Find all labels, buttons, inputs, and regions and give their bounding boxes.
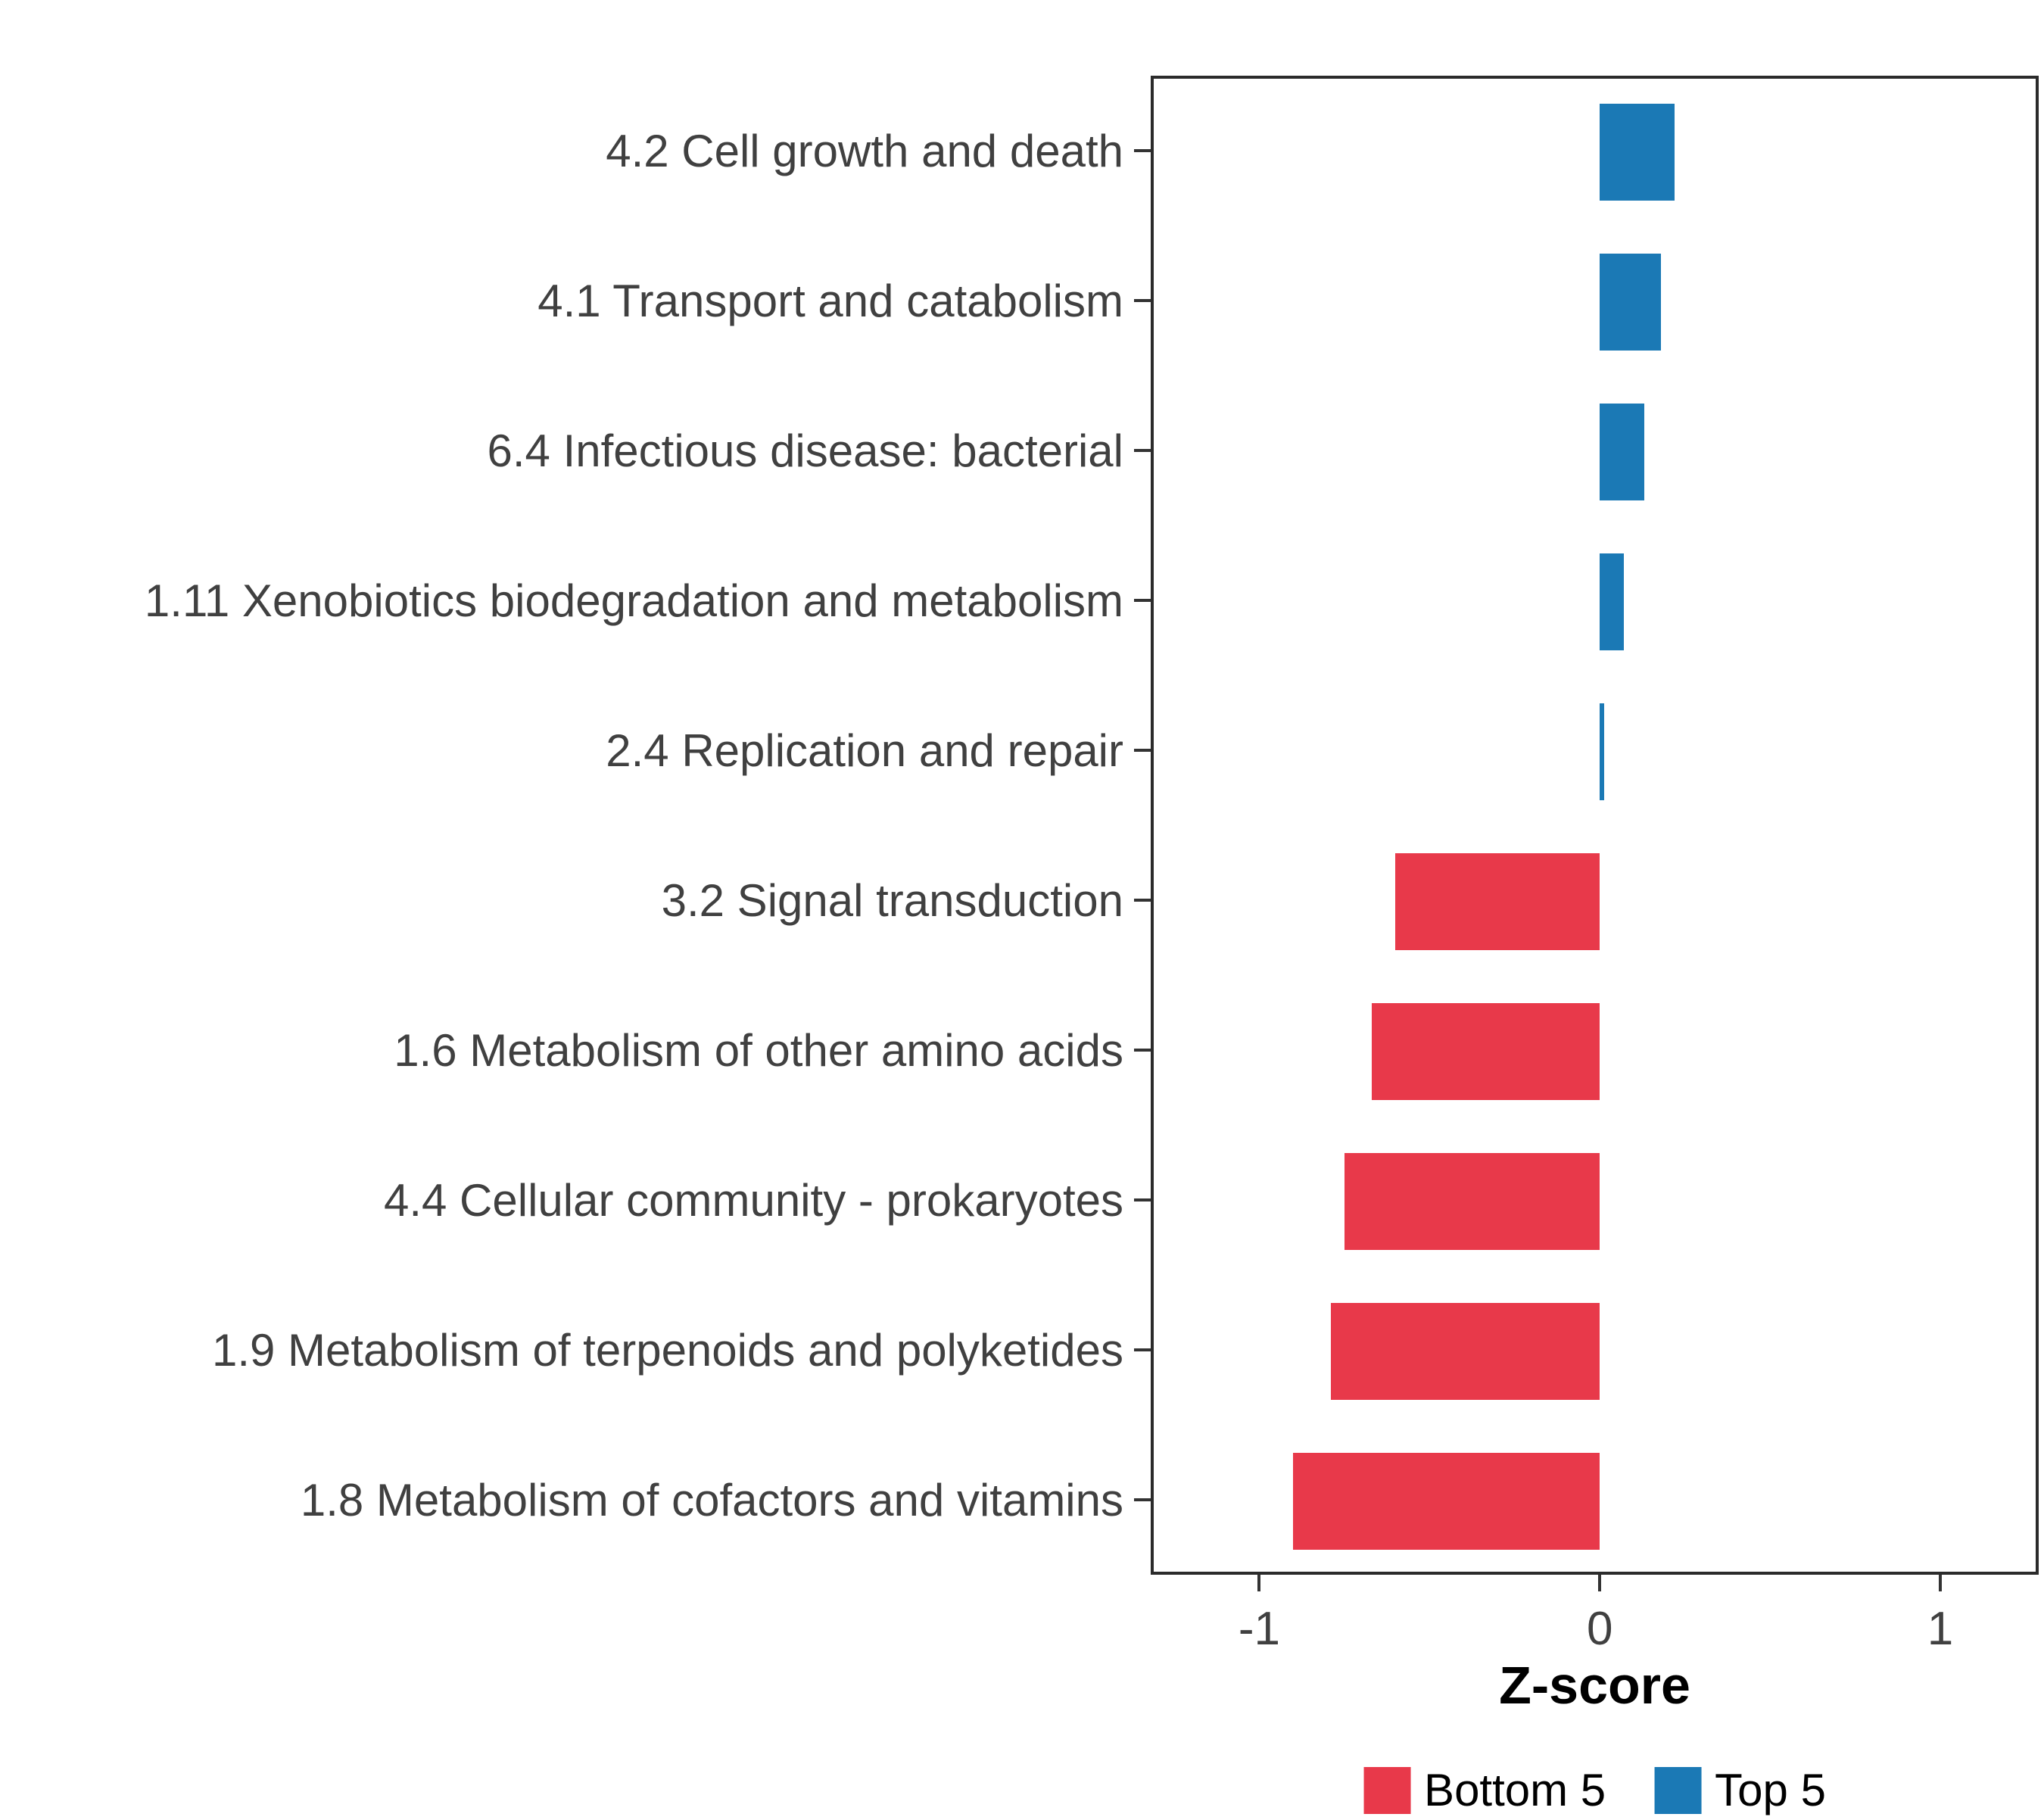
y-axis-label: 4.4 Cellular community - prokaryotes (383, 1174, 1123, 1226)
y-axis-tick (1134, 1049, 1151, 1052)
bar-bottom-9 (1293, 1453, 1600, 1550)
y-axis-label: 1.6 Metabolism of other amino acids (394, 1024, 1123, 1076)
x-axis-tick (1257, 1575, 1261, 1591)
bar-bottom-8 (1330, 1303, 1600, 1400)
y-axis-tick (1134, 1198, 1151, 1201)
bar-top-1 (1600, 254, 1662, 351)
y-axis-label: 1.9 Metabolism of terpenoids and polyket… (211, 1324, 1123, 1376)
x-axis-tick-label: 1 (1927, 1603, 1954, 1655)
y-axis-tick (1134, 899, 1151, 902)
plot-panel (1151, 76, 2039, 1575)
y-axis-tick (1134, 1348, 1151, 1351)
y-axis-label: 1.11 Xenobiotics biodegradation and meta… (144, 575, 1123, 626)
x-axis-title: Z-score (1499, 1656, 1690, 1715)
y-axis-tick (1134, 149, 1151, 152)
legend-label: Bottom 5 (1424, 1765, 1606, 1815)
bar-bottom-7 (1344, 1153, 1600, 1250)
y-axis-label: 3.2 Signal transduction (661, 874, 1123, 926)
x-axis-tick-label: -1 (1238, 1603, 1281, 1655)
legend-item-bottom-5: Bottom 5 (1363, 1764, 1606, 1816)
y-axis-label: 6.4 Infectious disease: bacterial (487, 425, 1124, 476)
y-axis-label: 4.2 Cell growth and death (606, 125, 1123, 176)
legend: Bottom 5 Top 5 (1363, 1764, 1826, 1816)
legend-swatch (1363, 1766, 1411, 1814)
y-axis-tick (1134, 449, 1151, 452)
legend-item-top-5: Top 5 (1654, 1764, 1826, 1816)
bar-bottom-6 (1371, 1003, 1600, 1100)
x-axis-tick-label: 0 (1586, 1603, 1613, 1655)
bar-top-4 (1600, 703, 1604, 800)
y-axis-tick (1134, 599, 1151, 602)
x-axis-tick (1939, 1575, 1943, 1591)
y-axis-label: 1.8 Metabolism of cofactors and vitamins (300, 1474, 1123, 1526)
bar-top-3 (1600, 553, 1624, 650)
y-axis-label: 4.1 Transport and catabolism (537, 275, 1123, 326)
x-axis-tick (1598, 1575, 1602, 1591)
legend-swatch (1654, 1766, 1702, 1814)
bar-top-2 (1600, 404, 1644, 500)
bar-top-0 (1600, 104, 1675, 201)
bar-bottom-5 (1395, 853, 1600, 950)
y-axis-label: 2.4 Replication and repair (606, 725, 1123, 776)
y-axis-tick (1134, 299, 1151, 302)
legend-label: Top 5 (1715, 1765, 1826, 1815)
y-axis-tick (1134, 749, 1151, 752)
y-axis-tick (1134, 1498, 1151, 1501)
